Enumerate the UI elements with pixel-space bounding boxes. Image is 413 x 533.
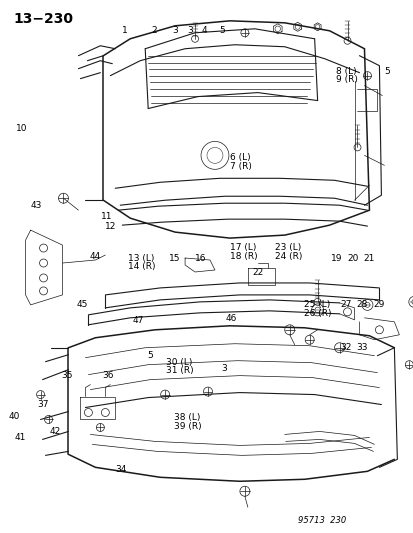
Text: 4: 4 xyxy=(202,26,207,35)
Text: 35: 35 xyxy=(62,371,73,380)
Text: 3: 3 xyxy=(221,364,226,373)
Text: 23 (L): 23 (L) xyxy=(274,244,301,253)
Text: 16: 16 xyxy=(194,254,206,262)
Text: 46: 46 xyxy=(225,314,236,323)
Text: 41: 41 xyxy=(14,433,26,442)
Text: 8 (L): 8 (L) xyxy=(335,67,356,76)
Text: 31 (R): 31 (R) xyxy=(165,366,193,375)
Text: 44: 44 xyxy=(89,253,100,262)
Text: 25 (L): 25 (L) xyxy=(303,300,330,309)
Text: 24 (R): 24 (R) xyxy=(274,252,302,261)
Text: 14 (R): 14 (R) xyxy=(128,262,155,271)
Text: 20: 20 xyxy=(347,254,358,262)
Text: 37: 37 xyxy=(37,400,48,409)
Text: 26 (R): 26 (R) xyxy=(303,309,331,318)
Text: 13−230: 13−230 xyxy=(13,12,73,27)
Text: 34: 34 xyxy=(115,465,126,474)
Text: 21: 21 xyxy=(362,254,373,262)
Text: 39 (R): 39 (R) xyxy=(173,422,201,431)
Text: 18 (R): 18 (R) xyxy=(229,252,257,261)
Text: 32: 32 xyxy=(339,343,350,352)
Text: 36: 36 xyxy=(102,371,113,380)
Text: 12: 12 xyxy=(105,222,116,231)
Text: 40: 40 xyxy=(8,412,19,421)
Text: 30 (L): 30 (L) xyxy=(165,358,192,367)
Text: 43: 43 xyxy=(31,201,42,210)
Text: 17 (L): 17 (L) xyxy=(229,244,256,253)
Text: 13 (L): 13 (L) xyxy=(128,254,154,262)
Text: 22: 22 xyxy=(252,269,263,277)
Text: 3: 3 xyxy=(171,26,177,35)
Text: 28: 28 xyxy=(356,300,367,309)
Text: 10: 10 xyxy=(16,124,27,133)
Text: 42: 42 xyxy=(49,427,60,435)
Text: 47: 47 xyxy=(133,316,144,325)
Text: 5: 5 xyxy=(147,351,152,360)
Text: 1: 1 xyxy=(122,26,128,35)
Text: 9 (R): 9 (R) xyxy=(335,75,357,84)
Text: 19: 19 xyxy=(330,254,342,262)
Text: 27: 27 xyxy=(339,300,350,309)
Text: 7 (R): 7 (R) xyxy=(229,162,251,171)
Text: 95713  230: 95713 230 xyxy=(297,516,345,525)
Text: 11: 11 xyxy=(101,212,112,221)
Text: 15: 15 xyxy=(168,254,180,262)
Text: 5: 5 xyxy=(384,67,389,76)
Text: 5: 5 xyxy=(219,26,225,35)
Text: 3: 3 xyxy=(187,26,192,35)
Text: 6 (L): 6 (L) xyxy=(229,153,250,162)
Text: 38 (L): 38 (L) xyxy=(173,414,200,422)
Text: 29: 29 xyxy=(372,300,383,309)
Text: 45: 45 xyxy=(77,300,88,309)
Text: 33: 33 xyxy=(356,343,367,352)
Text: 2: 2 xyxy=(151,26,157,35)
